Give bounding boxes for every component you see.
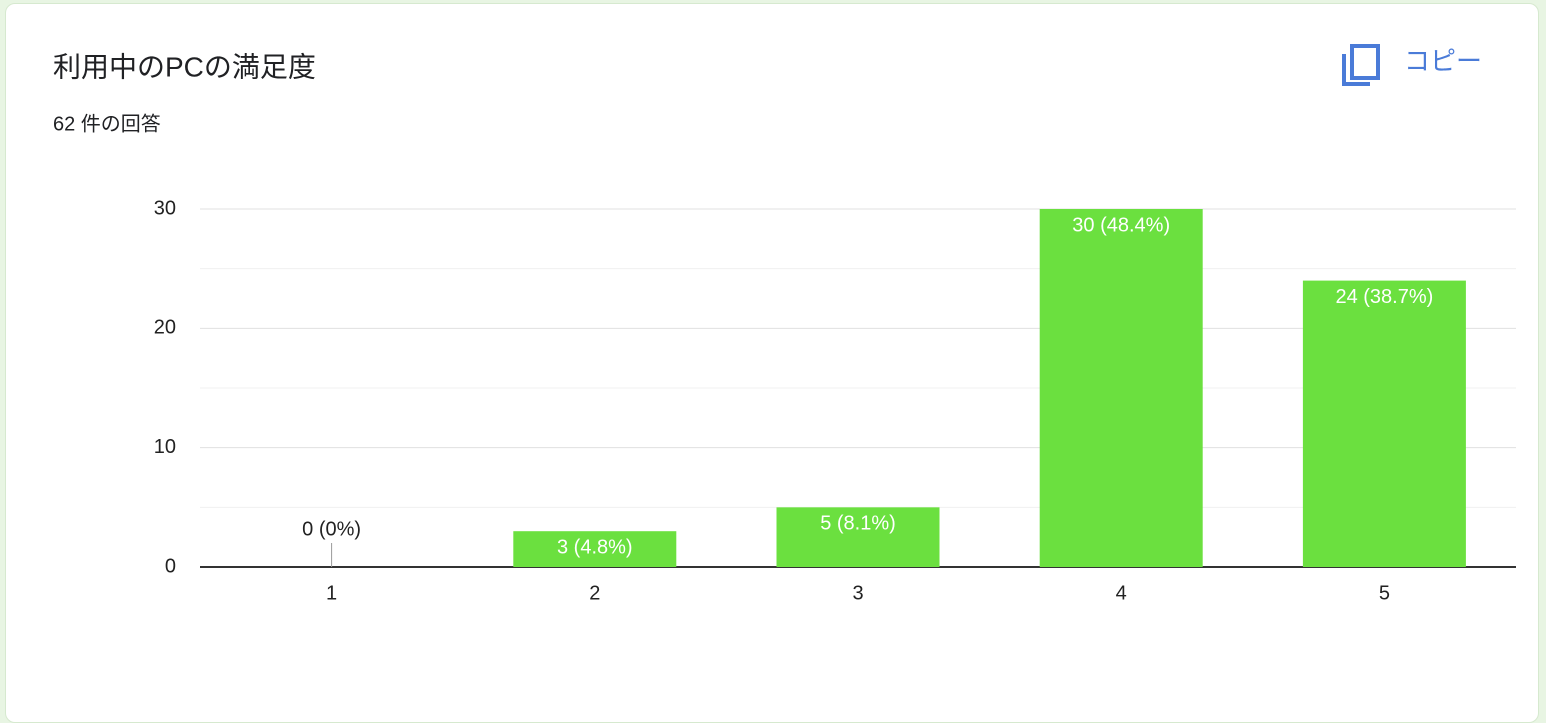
copy-icon[interactable] [1350, 44, 1380, 80]
copy-button[interactable]: コピー [1342, 44, 1482, 86]
value-label: 0 (0%) [302, 518, 361, 540]
y-tick-label: 0 [165, 555, 176, 577]
x-tick-label: 3 [852, 582, 863, 604]
value-label: 3 (4.8%) [557, 536, 633, 558]
value-label: 5 (8.1%) [820, 513, 896, 535]
bar [776, 507, 940, 567]
x-tick-label: 1 [326, 582, 337, 604]
chart-title: 利用中のPCの満足度 [53, 51, 316, 82]
x-tick-label: 2 [589, 582, 600, 604]
subtitle: 62 件の回答 [53, 112, 161, 135]
x-tick-label: 4 [1116, 582, 1127, 604]
value-label: 30 (48.4%) [1072, 214, 1170, 236]
y-tick-label: 30 [154, 197, 176, 219]
y-tick-label: 10 [154, 436, 176, 458]
bar [513, 531, 677, 567]
card [5, 3, 1539, 723]
y-tick-label: 20 [154, 317, 176, 339]
bar [1302, 280, 1466, 567]
x-tick-label: 5 [1379, 582, 1390, 604]
bar [1039, 209, 1203, 567]
copy-label[interactable]: コピー [1404, 46, 1482, 76]
copy-icon[interactable] [1342, 54, 1370, 86]
value-label: 24 (38.7%) [1335, 286, 1433, 308]
